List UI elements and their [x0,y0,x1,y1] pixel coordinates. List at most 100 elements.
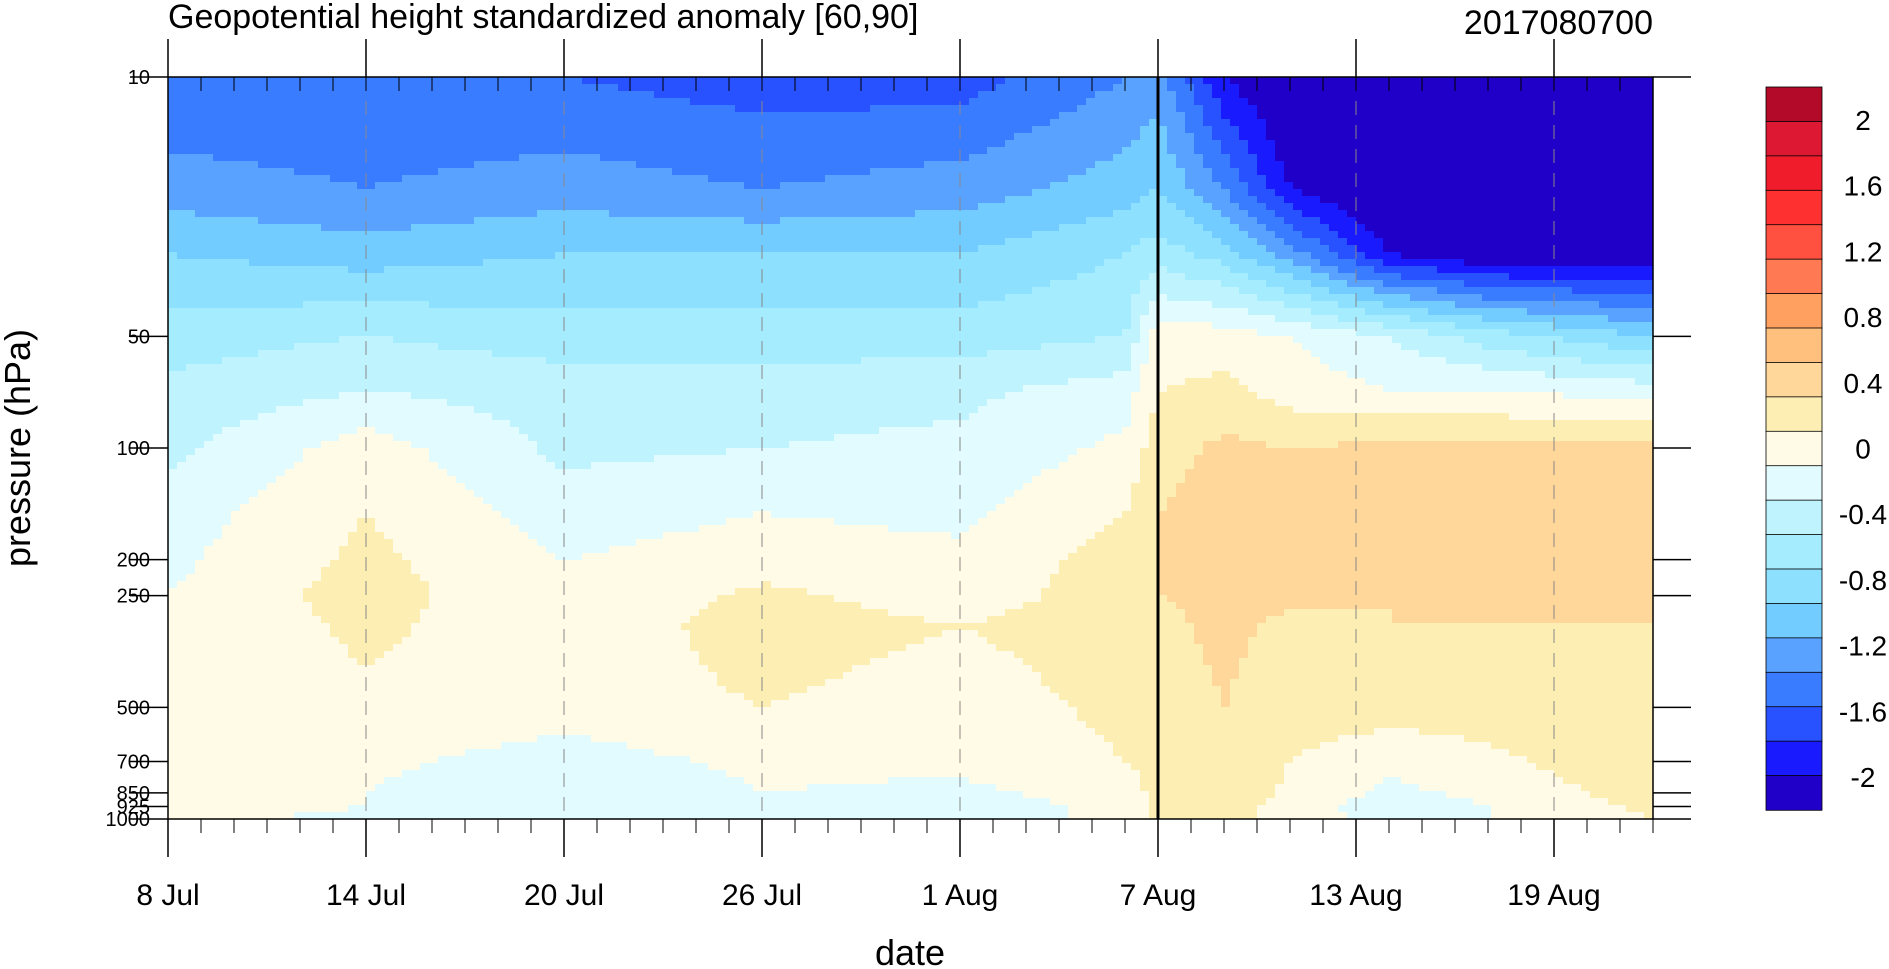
heatmap-cell [1293,210,1303,218]
heatmap-cell [1572,203,1582,211]
heatmap-cell [1563,196,1573,204]
heatmap-cell [393,182,403,190]
heatmap-cell [1203,280,1213,288]
heatmap-cell [213,112,223,120]
heatmap-cell [573,147,583,155]
heatmap-cell [1392,133,1402,141]
heatmap-cell [375,147,385,155]
heatmap-cell [1140,245,1150,253]
heatmap-cell [996,119,1006,127]
heatmap-cell [1626,182,1636,190]
heatmap-cell [528,98,538,106]
heatmap-cell [555,259,565,267]
heatmap-cell [177,245,187,253]
heatmap-cell [762,133,772,141]
heatmap-cell [1239,140,1249,148]
heatmap-cell [1158,175,1168,183]
heatmap-cell [537,196,547,204]
heatmap-cell [222,140,232,148]
heatmap-cell [537,168,547,176]
heatmap-cell [1356,161,1366,169]
heatmap-cell [1356,238,1366,246]
heatmap-cell [1041,217,1051,225]
heatmap-cell [528,259,538,267]
heatmap-cell [1212,168,1222,176]
heatmap-cell [1167,273,1177,281]
heatmap-cell [519,133,529,141]
heatmap-cell [195,273,205,281]
heatmap-cell [456,140,466,148]
heatmap-cell [546,119,556,127]
heatmap-cell [1473,231,1483,239]
heatmap-cell [1176,175,1186,183]
heatmap-cell [1446,126,1456,134]
heatmap-cell [1104,189,1114,197]
heatmap-cell [915,280,925,288]
heatmap-cell [501,182,511,190]
heatmap-cell [1338,273,1348,281]
heatmap-cell [276,203,286,211]
heatmap-cell [348,161,358,169]
heatmap-cell [348,168,358,176]
heatmap-cell [753,210,763,218]
heatmap-cell [564,238,574,246]
heatmap-cell [366,161,376,169]
heatmap-cell [1590,224,1600,232]
heatmap-cell [1221,84,1231,92]
heatmap-cell [1032,280,1042,288]
heatmap-cell [699,126,709,134]
heatmap-cell [1230,119,1240,127]
heatmap-cell [1293,182,1303,190]
heatmap-cell [1401,91,1411,99]
heatmap-cell [1050,217,1060,225]
heatmap-cell [1140,126,1150,134]
heatmap-cell [1284,161,1294,169]
heatmap-cell [222,105,232,113]
heatmap-cell [843,217,853,225]
heatmap-cell [1527,231,1537,239]
heatmap-cell [807,196,817,204]
heatmap-cell [717,231,727,239]
heatmap-cell [411,182,421,190]
heatmap-cell [330,168,340,176]
heatmap-cell [627,224,637,232]
heatmap-cell [1149,154,1159,162]
heatmap-cell [249,196,259,204]
heatmap-cell [987,210,997,218]
heatmap-cell [1437,154,1447,162]
heatmap-cell [1572,210,1582,218]
heatmap-cell [1356,126,1366,134]
heatmap-cell [978,238,988,246]
heatmap-cell [1572,168,1582,176]
heatmap-cell [1248,175,1258,183]
heatmap-cell [1392,147,1402,155]
heatmap-cell [411,84,421,92]
heatmap-cell [1617,182,1627,190]
heatmap-cell [1329,266,1339,274]
heatmap-cell [312,245,322,253]
heatmap-cell [1437,91,1447,99]
heatmap-cell [654,112,664,120]
heatmap-cell [816,84,826,92]
heatmap-cell [1635,175,1645,183]
heatmap-cell [1644,140,1653,148]
heatmap-cell [357,140,367,148]
heatmap-cell [600,175,610,183]
heatmap-cell [627,175,637,183]
heatmap-cell [204,287,214,295]
heatmap-cell [807,91,817,99]
heatmap-cell [1572,189,1582,197]
heatmap-cell [708,252,718,260]
heatmap-cell [1500,245,1510,253]
heatmap-cell [753,91,763,99]
heatmap-cell [1644,119,1653,127]
heatmap-cell [1014,161,1024,169]
heatmap-cell [231,196,241,204]
heatmap-cell [1590,196,1600,204]
heatmap-cell [933,98,943,106]
heatmap-cell [465,252,475,260]
heatmap-cell [267,154,277,162]
heatmap-cell [267,238,277,246]
heatmap-cell [762,203,772,211]
heatmap-cell [1014,154,1024,162]
